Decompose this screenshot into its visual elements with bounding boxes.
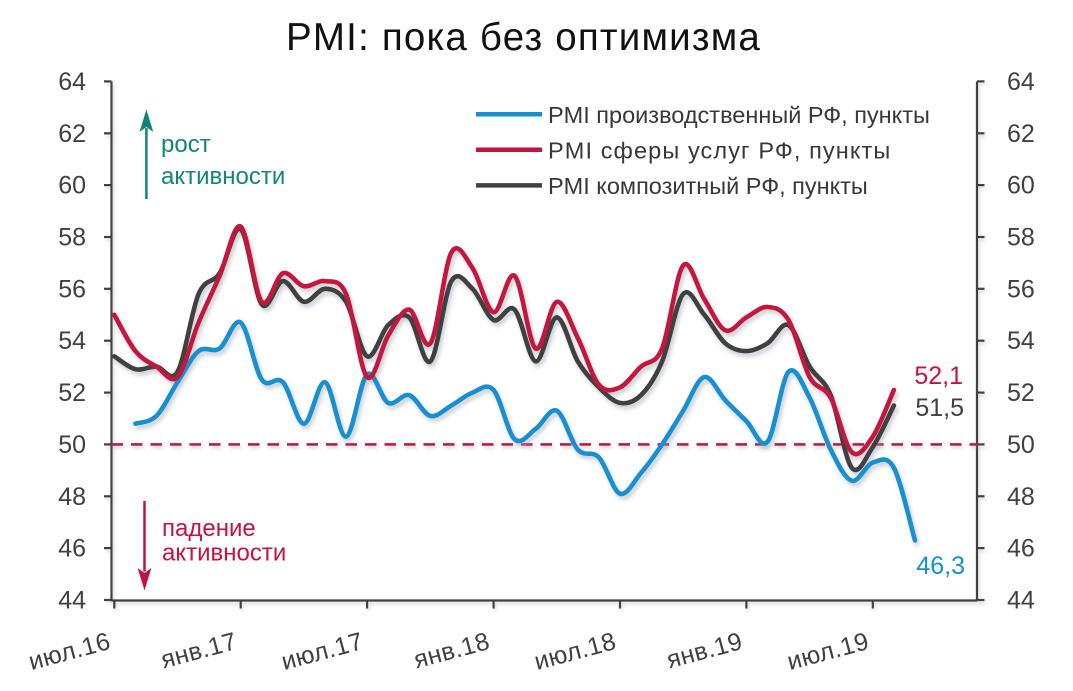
svg-text:52,1: 52,1 [914, 362, 963, 390]
svg-text:активности: активности [162, 540, 286, 567]
svg-text:активности: активности [161, 163, 285, 190]
svg-text:50: 50 [1007, 431, 1035, 459]
svg-text:44: 44 [58, 587, 86, 615]
svg-text:58: 58 [58, 224, 86, 252]
svg-text:56: 56 [1007, 275, 1035, 303]
svg-text:58: 58 [1007, 224, 1035, 252]
svg-text:48: 48 [1007, 483, 1035, 511]
svg-text:PMI: пока без оптимизма: PMI: пока без оптимизма [286, 16, 761, 59]
svg-text:64: 64 [58, 68, 86, 96]
svg-text:51,5: 51,5 [915, 394, 964, 422]
svg-text:PMI сферы услуг РФ, пункты: PMI сферы услуг РФ, пункты [548, 137, 891, 163]
svg-text:янв.18: янв.18 [411, 627, 493, 674]
svg-text:60: 60 [1007, 172, 1035, 200]
svg-text:62: 62 [1007, 120, 1035, 148]
svg-text:янв.19: янв.19 [664, 627, 746, 674]
svg-text:PMI производственный РФ, пункт: PMI производственный РФ, пункты [548, 102, 930, 128]
svg-text:54: 54 [58, 327, 86, 355]
svg-text:44: 44 [1007, 587, 1035, 615]
svg-text:янв.17: янв.17 [158, 627, 240, 674]
svg-text:июл.16: июл.16 [26, 627, 114, 676]
svg-text:48: 48 [58, 483, 86, 511]
svg-text:падение: падение [162, 515, 256, 542]
svg-text:50: 50 [58, 431, 86, 459]
svg-text:46: 46 [58, 535, 86, 563]
svg-text:PMI композитный РФ, пункты: PMI композитный РФ, пункты [548, 173, 868, 199]
svg-text:56: 56 [58, 275, 86, 303]
svg-text:52: 52 [58, 379, 86, 407]
svg-text:60: 60 [58, 172, 86, 200]
svg-text:52: 52 [1007, 379, 1035, 407]
svg-text:июл.17: июл.17 [278, 627, 366, 676]
svg-text:62: 62 [58, 120, 86, 148]
svg-text:54: 54 [1007, 327, 1035, 355]
svg-text:июл.18: июл.18 [531, 627, 619, 676]
svg-text:июл.19: июл.19 [784, 627, 872, 676]
svg-text:46: 46 [1007, 535, 1035, 563]
svg-text:46,3: 46,3 [916, 552, 965, 580]
svg-text:рост: рост [161, 131, 211, 158]
svg-text:64: 64 [1007, 68, 1035, 96]
